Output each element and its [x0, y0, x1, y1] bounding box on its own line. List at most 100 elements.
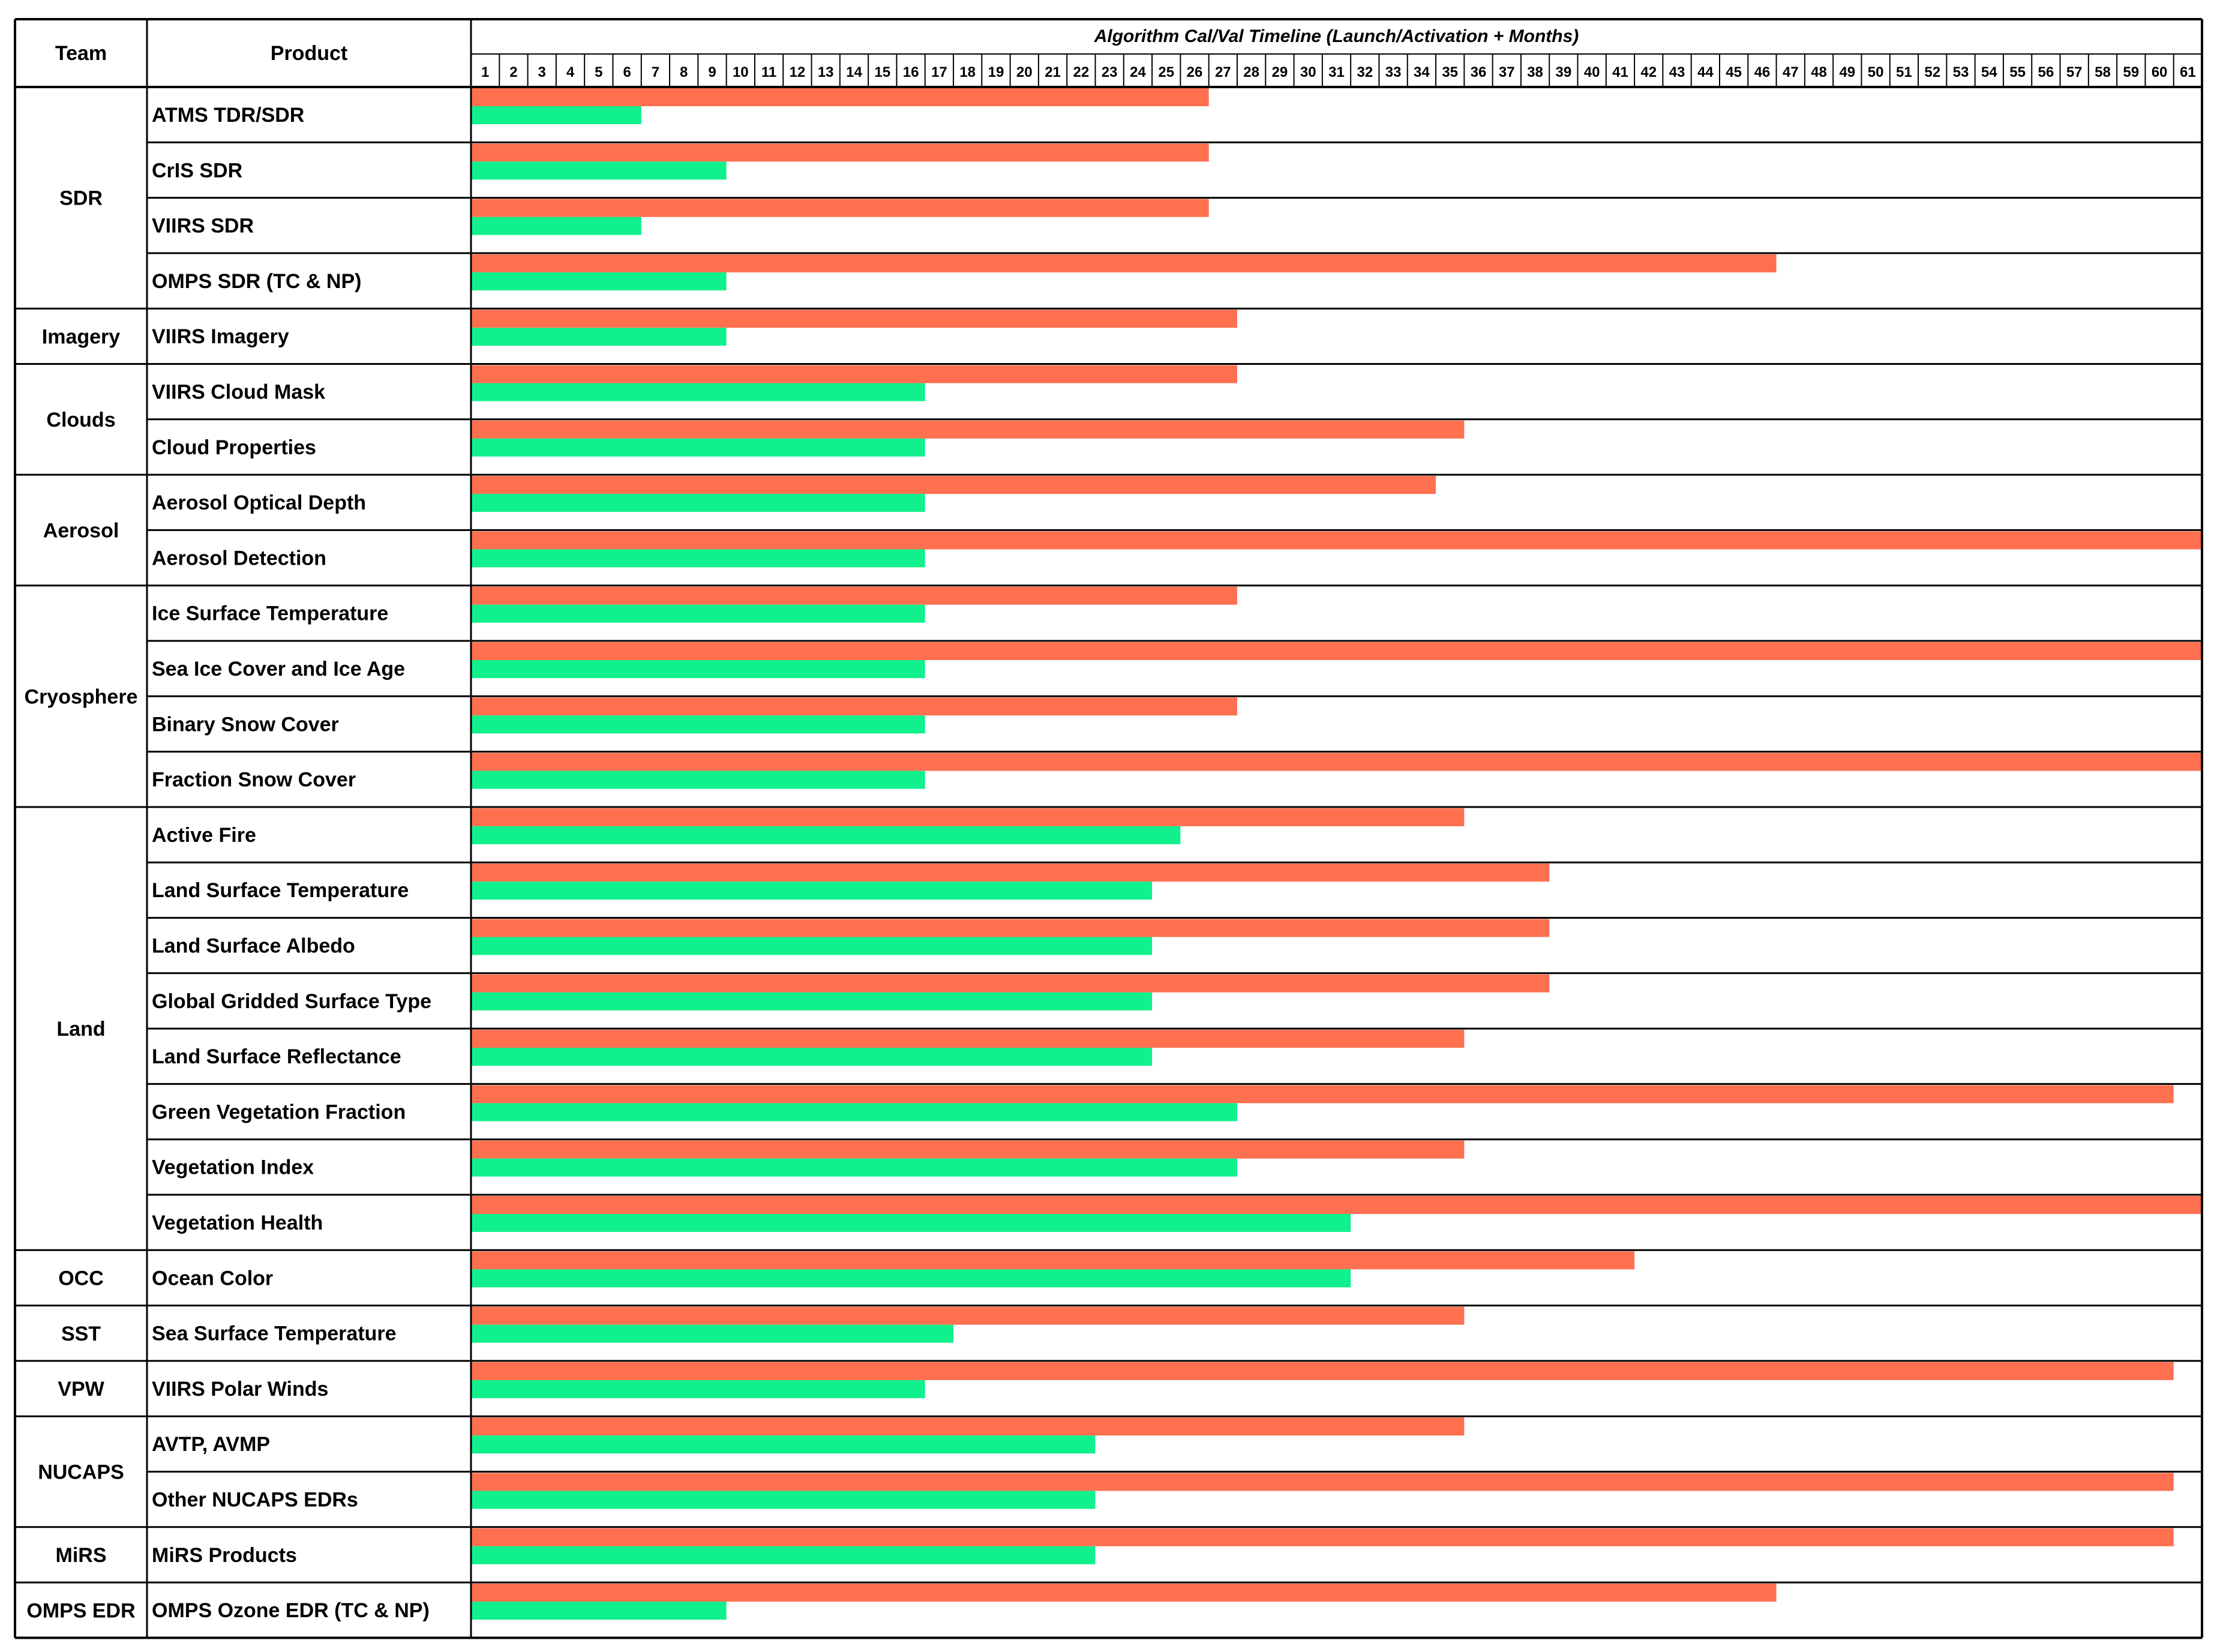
month-tick-label: 35	[1442, 64, 1458, 80]
team-label: OMPS EDR	[26, 1599, 135, 1622]
orange-bar	[471, 1362, 2174, 1380]
month-tick-label: 19	[988, 64, 1004, 80]
product-label: CrIS SDR	[152, 159, 242, 182]
month-tick-label: 57	[2066, 64, 2083, 80]
product-label: Binary Snow Cover	[152, 713, 339, 736]
green-bar	[471, 992, 1153, 1011]
month-tick-label: 14	[846, 64, 862, 80]
month-tick-label: 45	[1726, 64, 1742, 80]
orange-bar	[471, 420, 1465, 439]
month-tick-label: 38	[1527, 64, 1543, 80]
green-bar	[471, 715, 925, 734]
orange-bar	[471, 1251, 1635, 1270]
product-label: Vegetation Health	[152, 1212, 323, 1234]
product-label: Cloud Properties	[152, 436, 316, 459]
product-label: VIIRS SDR	[152, 215, 254, 238]
green-bar	[471, 494, 925, 512]
text-layer: Algorithm Cal/Val Timeline (Launch/Activ…	[25, 26, 2196, 1622]
month-tick-label: 6	[623, 64, 631, 80]
green-bar	[471, 1435, 1096, 1454]
team-label: MiRS	[56, 1544, 107, 1567]
month-tick-label: 58	[2095, 64, 2111, 80]
green-bar	[471, 328, 727, 346]
green-bar	[471, 604, 925, 623]
month-tick-label: 5	[595, 64, 602, 80]
team-label: VPW	[58, 1378, 104, 1401]
orange-bar	[471, 143, 1209, 162]
month-tick-label: 8	[680, 64, 688, 80]
product-label: OMPS Ozone EDR (TC & NP)	[152, 1599, 430, 1622]
month-tick-label: 4	[566, 64, 575, 80]
product-label: OMPS SDR (TC & NP)	[152, 270, 361, 293]
month-tick-label: 46	[1754, 64, 1771, 80]
team-label: Clouds	[46, 409, 115, 431]
product-label: Aerosol Detection	[152, 547, 326, 569]
green-bar	[471, 1380, 925, 1398]
green-bar	[471, 272, 727, 290]
team-label: SDR	[59, 187, 103, 210]
month-tick-label: 43	[1669, 64, 1685, 80]
green-bar	[471, 217, 641, 235]
grid-layer	[14, 18, 2203, 1639]
green-bar	[471, 1048, 1153, 1066]
month-tick-label: 12	[790, 64, 806, 80]
orange-bar	[471, 1473, 2174, 1491]
month-tick-label: 34	[1414, 64, 1430, 80]
month-tick-label: 15	[874, 64, 890, 80]
orange-bar	[471, 864, 1550, 882]
green-bar	[471, 1103, 1237, 1122]
orange-bar	[471, 642, 2202, 660]
product-label: VIIRS Polar Winds	[152, 1378, 328, 1401]
orange-bar	[471, 1085, 2174, 1104]
orange-bar	[471, 365, 1237, 383]
month-tick-label: 11	[761, 64, 776, 80]
team-label: Aerosol	[43, 519, 119, 542]
green-bar	[471, 660, 925, 678]
green-bar	[471, 770, 925, 789]
month-tick-label: 55	[2009, 64, 2026, 80]
product-label: Green Vegetation Fraction	[152, 1101, 406, 1123]
month-tick-label: 29	[1272, 64, 1288, 80]
bars-layer	[471, 88, 2202, 1620]
month-tick-label: 40	[1584, 64, 1600, 80]
month-tick-label: 48	[1811, 64, 1827, 80]
orange-bar	[471, 1528, 2174, 1546]
green-bar	[471, 549, 925, 568]
month-tick-label: 37	[1499, 64, 1515, 80]
month-tick-label: 31	[1328, 64, 1345, 80]
orange-bar	[471, 199, 1209, 217]
product-label: VIIRS Imagery	[152, 325, 289, 348]
month-tick-label: 24	[1130, 64, 1146, 80]
orange-bar	[471, 310, 1237, 328]
team-label: SST	[61, 1323, 101, 1345]
orange-bar	[471, 1196, 2202, 1214]
month-tick-label: 16	[903, 64, 919, 80]
month-tick-label: 49	[1839, 64, 1855, 80]
green-bar	[471, 161, 727, 180]
product-label: Active Fire	[152, 824, 256, 847]
orange-bar	[471, 752, 2202, 771]
month-tick-label: 21	[1045, 64, 1061, 80]
team-label: NUCAPS	[38, 1461, 124, 1484]
green-bar	[471, 1602, 727, 1620]
month-tick-label: 17	[931, 64, 947, 80]
month-tick-label: 39	[1556, 64, 1572, 80]
month-tick-label: 33	[1385, 64, 1402, 80]
green-bar	[471, 383, 925, 401]
green-bar	[471, 882, 1153, 900]
orange-bar	[471, 1030, 1465, 1048]
orange-bar	[471, 1140, 1465, 1159]
product-label: Sea Surface Temperature	[152, 1323, 397, 1345]
month-tick-label: 53	[1953, 64, 1969, 80]
month-tick-label: 59	[2123, 64, 2139, 80]
green-bar	[471, 1269, 1351, 1288]
month-tick-label: 7	[652, 64, 659, 80]
product-label: ATMS TDR/SDR	[152, 104, 304, 127]
team-label: Cryosphere	[25, 685, 138, 708]
orange-bar	[471, 1306, 1465, 1325]
team-label: Imagery	[42, 325, 120, 348]
month-tick-label: 27	[1215, 64, 1231, 80]
month-tick-label: 18	[959, 64, 976, 80]
green-bar	[471, 438, 925, 457]
